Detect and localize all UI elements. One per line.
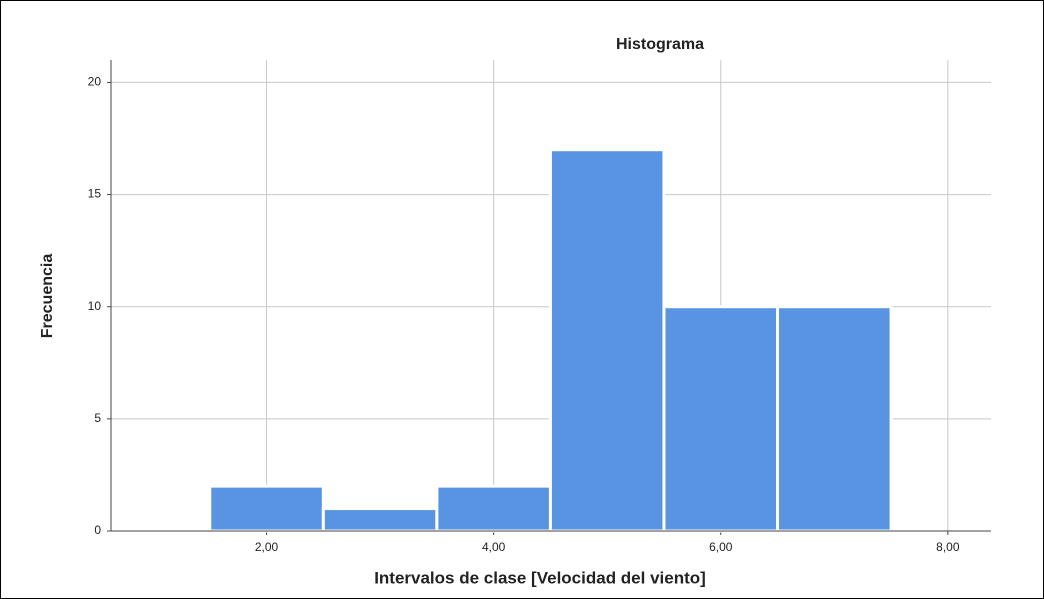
y-tick-label: 15 — [88, 187, 102, 201]
y-tick-label: 10 — [88, 299, 102, 313]
x-tick-label: 8,00 — [936, 540, 960, 554]
y-tick-label: 0 — [94, 523, 101, 537]
chart-title: Histograma — [616, 36, 704, 53]
y-tick-label: 20 — [88, 75, 102, 89]
x-tick-label: 2,00 — [255, 540, 279, 554]
bar — [776, 305, 893, 533]
x-tick-label: 4,00 — [482, 540, 506, 554]
bar — [321, 507, 439, 533]
x-axis-label: Intervalos de clase [Velocidad del vient… — [374, 568, 706, 587]
bar — [548, 148, 666, 533]
bar — [435, 484, 552, 533]
y-axis-label: Frecuencia — [39, 254, 56, 339]
x-tick-label: 6,00 — [709, 540, 733, 554]
bar — [662, 305, 780, 533]
y-tick-label: 5 — [94, 411, 101, 425]
bar — [208, 484, 325, 533]
